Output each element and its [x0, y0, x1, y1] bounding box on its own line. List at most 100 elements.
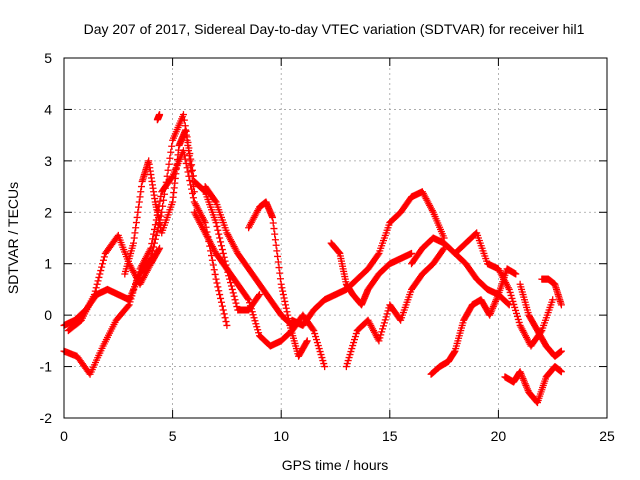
data-point	[167, 148, 175, 156]
data-point	[189, 177, 197, 185]
data-point	[311, 330, 319, 338]
data-point	[210, 266, 218, 274]
data-point	[151, 225, 158, 233]
data-point	[128, 292, 136, 300]
data-point	[184, 141, 192, 149]
y-tick-label: 3	[44, 153, 52, 169]
data-point	[303, 338, 311, 346]
y-tick-label: 1	[44, 256, 52, 272]
series-sat-p	[516, 280, 565, 360]
data-point	[93, 280, 101, 288]
data-point	[376, 334, 384, 342]
data-point	[100, 253, 108, 261]
plot-frame	[63, 57, 608, 419]
data-point	[274, 258, 282, 266]
data-point	[283, 308, 291, 316]
data-point	[277, 280, 285, 288]
data-point	[190, 183, 198, 191]
data-point	[346, 351, 354, 359]
data-point	[381, 316, 389, 324]
data-point	[187, 167, 195, 175]
data-point	[343, 360, 351, 368]
data-point	[92, 284, 100, 292]
data-point	[130, 286, 138, 294]
data-point	[181, 155, 189, 163]
data-point	[374, 251, 382, 259]
data-point	[190, 188, 198, 196]
data-point	[156, 111, 164, 119]
data-point	[95, 273, 103, 281]
data-point	[135, 198, 143, 206]
data-point	[352, 330, 360, 338]
data-point	[228, 285, 236, 293]
data-point	[211, 270, 219, 278]
data-point	[127, 295, 135, 303]
data-point	[271, 236, 279, 244]
data-point	[253, 323, 261, 331]
data-point	[513, 312, 521, 320]
data-point	[124, 302, 132, 310]
data-point	[189, 166, 197, 174]
data-point	[282, 304, 290, 312]
data-point	[345, 354, 353, 362]
data-point	[97, 267, 105, 275]
data-point	[149, 235, 157, 243]
data-point	[251, 317, 259, 325]
data-point	[160, 196, 168, 204]
data-point	[137, 183, 145, 191]
data-point	[91, 287, 99, 295]
data-point	[214, 283, 222, 291]
data-point	[351, 333, 359, 341]
data-point	[184, 168, 192, 176]
data-point	[214, 226, 222, 234]
series-sat-d	[121, 126, 198, 278]
data-point	[273, 247, 281, 255]
data-point	[218, 302, 226, 310]
data-point	[183, 164, 191, 172]
data-point	[515, 318, 523, 326]
data-point	[316, 348, 324, 356]
y-axis-label: SDTVAR / TECUs	[5, 182, 21, 294]
data-point	[130, 239, 138, 247]
data-point	[220, 310, 228, 318]
data-point	[208, 252, 216, 260]
data-point	[217, 298, 225, 306]
data-point	[375, 337, 383, 345]
data-point	[96, 270, 104, 278]
data-point	[90, 291, 98, 299]
data-point	[188, 161, 196, 169]
data-point	[185, 147, 193, 155]
data-point	[274, 252, 282, 260]
data-point	[557, 347, 565, 355]
data-point	[282, 301, 290, 309]
data-point	[314, 342, 322, 350]
data-point	[247, 305, 255, 313]
data-point	[281, 297, 289, 305]
data-point	[132, 224, 140, 232]
x-tick-label: 0	[60, 428, 68, 444]
data-point	[270, 225, 278, 233]
data-point	[209, 261, 217, 269]
data-point	[131, 283, 139, 291]
data-point	[137, 188, 145, 196]
data-point	[549, 296, 557, 304]
data-point	[150, 230, 158, 238]
data-point	[179, 111, 187, 119]
x-tick-label: 25	[599, 428, 615, 444]
y-tick-label: 5	[44, 50, 52, 66]
data-point	[213, 279, 221, 287]
data-point	[276, 269, 284, 277]
data-point	[180, 116, 188, 124]
data-point	[213, 222, 221, 230]
data-point	[136, 193, 144, 201]
data-point	[187, 162, 195, 170]
data-point	[129, 289, 137, 297]
data-point	[383, 310, 391, 318]
series-sat-g	[245, 198, 311, 360]
data-point	[94, 277, 102, 285]
data-point	[249, 311, 257, 319]
y-tick-label: 2	[44, 204, 52, 220]
data-point	[319, 357, 327, 365]
series-sat-q	[538, 275, 565, 309]
data-point	[156, 197, 164, 205]
